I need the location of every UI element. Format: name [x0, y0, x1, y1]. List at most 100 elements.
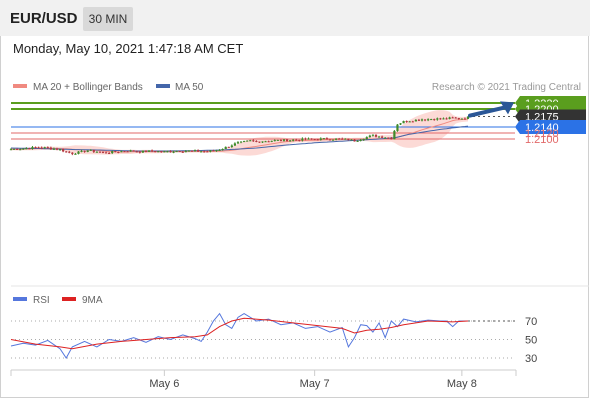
candle	[34, 146, 37, 149]
chart-frame	[0, 36, 589, 398]
candle	[40, 146, 43, 150]
candle	[411, 120, 414, 123]
candle	[129, 149, 132, 152]
candle	[101, 151, 105, 154]
candle	[344, 138, 347, 140]
candle	[184, 150, 187, 153]
source-credit: Research © 2021 Trading Central	[432, 82, 581, 93]
candle	[402, 120, 405, 124]
candle	[19, 148, 22, 151]
candle	[126, 151, 129, 153]
candle	[212, 149, 215, 152]
candle	[436, 117, 439, 121]
candle	[319, 137, 322, 141]
candle	[215, 149, 218, 152]
candle	[65, 150, 68, 153]
forecast-arrow-head	[500, 101, 514, 115]
candle	[267, 140, 270, 143]
candle	[31, 145, 34, 150]
candle	[218, 149, 221, 151]
candle	[304, 137, 307, 141]
rsi-tick-50: 50	[525, 335, 537, 347]
candle	[157, 150, 160, 153]
candle	[264, 140, 267, 143]
candle	[341, 137, 344, 140]
candle	[322, 137, 325, 140]
candle	[396, 124, 399, 132]
bollinger-bands	[11, 110, 468, 156]
candle	[289, 139, 292, 142]
candle	[258, 141, 261, 143]
candle	[331, 139, 335, 141]
candle	[387, 137, 390, 139]
candle	[104, 151, 108, 154]
candle	[420, 118, 424, 122]
candle	[310, 138, 313, 140]
candle	[144, 150, 148, 153]
candle	[95, 151, 98, 153]
candle	[423, 119, 427, 122]
candle	[77, 151, 80, 155]
candle	[86, 150, 89, 153]
candle	[200, 150, 203, 153]
rsi-tick-70: 70	[525, 316, 537, 328]
candle	[307, 137, 310, 140]
candle	[16, 148, 19, 150]
candle	[206, 150, 209, 153]
candle	[338, 137, 341, 140]
candle	[390, 136, 393, 140]
x-tick-label: May 6	[149, 378, 179, 390]
candle	[427, 118, 430, 122]
candle	[203, 150, 206, 153]
candle	[120, 150, 123, 153]
candle	[301, 137, 304, 142]
candle	[273, 139, 276, 142]
candle	[117, 151, 120, 154]
price-tag-1.2140: 1.2140	[515, 120, 586, 134]
symbol-label: EUR/USD	[10, 10, 78, 27]
candle	[92, 149, 95, 154]
candle	[325, 137, 329, 140]
candle	[22, 148, 25, 150]
candle	[166, 150, 169, 153]
rsi-tick-30: 30	[525, 353, 537, 365]
candle	[190, 150, 194, 152]
price-tag-text: 1.2140	[525, 122, 559, 134]
candle	[178, 150, 181, 153]
candle	[172, 150, 175, 154]
candle	[457, 117, 460, 120]
ma50-legend-swatch	[156, 84, 170, 88]
candle	[111, 150, 114, 155]
candle	[12, 148, 16, 150]
candle	[261, 141, 264, 143]
candle	[414, 119, 417, 122]
candle	[224, 146, 227, 150]
rsi-pane: 70 50 30	[10, 312, 537, 365]
rsi-legend: RSI 9MA	[13, 295, 103, 306]
timeframe-button[interactable]: 30 MIN	[83, 7, 133, 31]
main-legend: MA 20 + Bollinger Bands MA 50 Research ©…	[13, 82, 581, 93]
candle	[417, 118, 421, 122]
x-axis: May 6 May 7 May 8	[149, 370, 477, 390]
candle	[276, 139, 279, 141]
candle	[368, 134, 371, 138]
rsi-legend-label: RSI	[33, 295, 50, 306]
candle	[196, 149, 200, 152]
candle	[285, 139, 289, 142]
candle	[236, 141, 240, 144]
ma9-line	[10, 317, 469, 350]
price-tag-1.2100: 1.2100	[525, 134, 559, 146]
candle	[362, 138, 365, 141]
candle	[255, 140, 258, 143]
candle	[160, 150, 163, 153]
candle	[270, 140, 273, 143]
ma20-legend-swatch	[13, 84, 27, 88]
candle	[55, 147, 59, 151]
candle	[430, 118, 433, 121]
candle	[350, 139, 353, 141]
forecast-arrow-shaft	[468, 105, 507, 118]
candle	[463, 117, 467, 120]
candle	[335, 138, 338, 141]
candle	[381, 135, 384, 138]
